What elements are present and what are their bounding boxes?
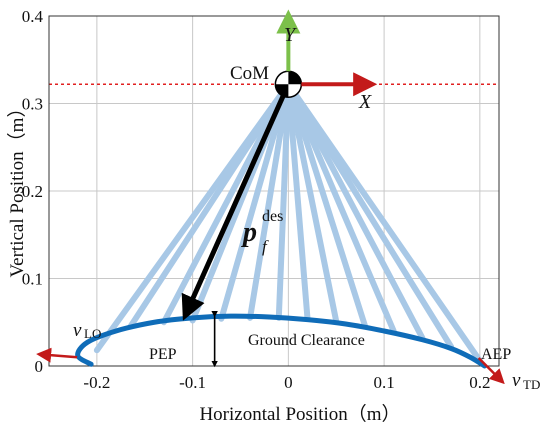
x-tick-label: 0.2	[469, 373, 490, 392]
pep-label: PEP	[149, 346, 177, 363]
x-tick-label: -0.1	[179, 373, 206, 392]
leg-fan-line	[275, 81, 292, 321]
leg-fan-line	[285, 81, 483, 364]
x-tick-label: 0	[284, 373, 293, 392]
y-tick-label: 0.4	[22, 7, 44, 26]
leg-fan-line	[285, 81, 311, 322]
leg-fan	[93, 81, 483, 364]
com-quadrant-bottom-left	[275, 84, 289, 98]
pf-des-subscript: f	[262, 237, 269, 256]
y-tick-label: 0.3	[22, 95, 43, 114]
x-ticks: -0.2 -0.1 0 0.1 0.2	[83, 373, 490, 392]
leg-fan-line	[247, 81, 292, 321]
pf-des-vector	[181, 83, 291, 321]
com-marker	[274, 70, 303, 98]
pf-des-label: p	[241, 217, 257, 248]
leg-fan-line	[160, 81, 292, 326]
plot-area-frame	[48, 15, 500, 367]
leg-fan-line	[127, 81, 292, 330]
x-axis-arrow-label: X	[358, 91, 372, 113]
y-axis-title: Vertical Position（m）	[6, 99, 28, 278]
y-tick-label: 0.2	[22, 182, 43, 201]
pf-des-superscript: des	[262, 208, 283, 225]
x-tick-label: 0.1	[373, 373, 394, 392]
v-td-label: v	[512, 370, 521, 391]
leg-fan-line	[285, 81, 426, 341]
x-tick-label: -0.2	[83, 373, 110, 392]
y-axis-label: Y	[284, 24, 297, 46]
foot-trajectory	[75, 313, 488, 369]
y-ticks: 0 0.1 0.2 0.3 0.4	[22, 7, 44, 376]
v-lo-label: v	[73, 320, 82, 341]
com-quadrant-top-right	[288, 71, 302, 85]
leg-fan-line	[285, 81, 368, 329]
y-tick-label: 0	[35, 357, 44, 376]
leg-fan-line	[285, 81, 340, 325]
v-lo-subscript: LO	[84, 326, 101, 341]
v-lo-arrow	[36, 347, 78, 363]
x-axis-title: Horizontal Position（m）	[199, 403, 400, 425]
leg-fan-line	[218, 81, 292, 322]
ground-clearance-label: Ground Clearance	[248, 332, 365, 349]
y-tick-label: 0.1	[22, 270, 43, 289]
v-td-arrow	[477, 357, 505, 385]
aep-label: AEP	[481, 346, 511, 363]
leg-fan-line	[285, 81, 397, 334]
com-label: CoM	[230, 63, 269, 84]
v-td-subscript: TD	[523, 377, 540, 392]
